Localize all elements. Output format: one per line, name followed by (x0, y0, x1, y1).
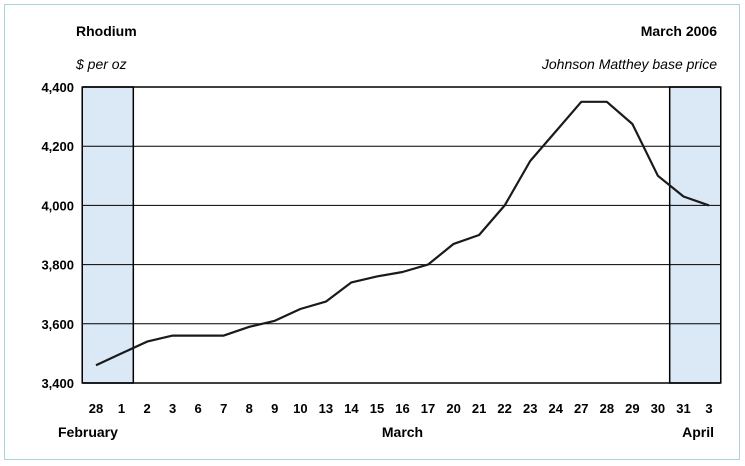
chart-title: Rhodium (76, 23, 137, 39)
y-tick-label: 3,400 (41, 376, 74, 391)
x-tick-label: 2 (143, 401, 150, 416)
x-tick-label: 16 (395, 401, 409, 416)
chart-subtitle: Johnson Matthey base price (541, 56, 717, 72)
x-tick-label: 30 (651, 401, 665, 416)
y-tick-label: 3,800 (41, 258, 74, 273)
shaded-regions (81, 86, 722, 384)
x-tick-label: 14 (344, 401, 359, 416)
x-tick-label: 15 (370, 401, 384, 416)
x-tick-label: 31 (676, 401, 690, 416)
x-tick-label: 8 (246, 401, 253, 416)
chart-date: March 2006 (640, 23, 717, 39)
x-tick-label: 3 (169, 401, 176, 416)
x-tick-label: 23 (523, 401, 537, 416)
x-tick-label: 3 (705, 401, 712, 416)
x-tick-label: 22 (497, 401, 511, 416)
x-tick-label: 21 (472, 401, 486, 416)
gridlines (83, 86, 720, 384)
y-tick-label: 4,400 (41, 80, 74, 95)
shaded-region-2 (668, 86, 722, 384)
x-tick-label: 29 (625, 401, 639, 416)
rhodium-price-line (95, 100, 710, 367)
month-labels: February March April (58, 424, 714, 440)
month-label-february: February (58, 424, 118, 440)
x-tick-label: 7 (220, 401, 227, 416)
x-tick-label: 9 (271, 401, 278, 416)
y-tick-label: 3,600 (41, 317, 74, 332)
month-label-march: March (382, 424, 423, 440)
x-tick-label: 1 (118, 401, 125, 416)
y-axis-ticks: 3,400 3,600 3,800 4,000 4,200 4,400 (41, 80, 74, 391)
x-tick-label: 17 (421, 401, 435, 416)
x-tick-label: 10 (293, 401, 307, 416)
shaded-region-1 (81, 86, 135, 384)
x-tick-label: 13 (319, 401, 333, 416)
y-axis-unit: $ per oz (76, 56, 127, 72)
x-tick-label: 28 (89, 401, 103, 416)
x-tick-label: 27 (574, 401, 588, 416)
x-axis-ticks: 28 1 2 3 6 7 8 9 10 13 14 15 16 17 20 21 22 23 24 27 28 29 30 3… (89, 401, 713, 416)
x-tick-label: 24 (549, 401, 564, 416)
y-tick-label: 4,200 (41, 139, 74, 154)
month-label-april: April (682, 424, 714, 440)
x-tick-label: 20 (446, 401, 460, 416)
y-tick-label: 4,000 (41, 198, 74, 213)
x-tick-label: 6 (195, 401, 202, 416)
x-tick-label: 28 (600, 401, 614, 416)
